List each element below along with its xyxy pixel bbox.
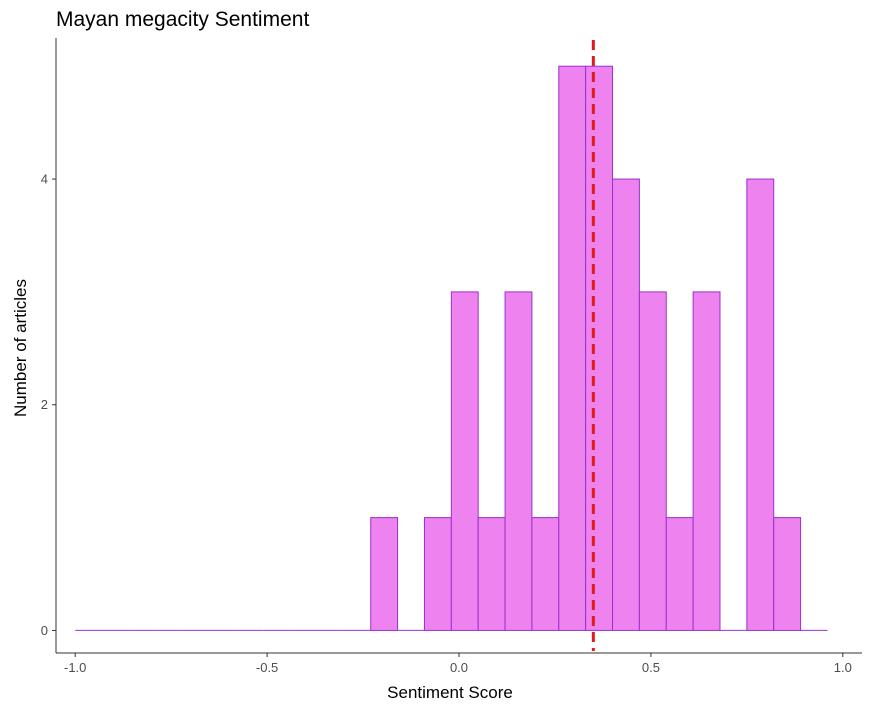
bars-layer (75, 65, 828, 631)
y-tick-label: 4 (41, 172, 48, 187)
histogram-bar (450, 291, 479, 631)
x-tick-label: 0.5 (642, 660, 660, 675)
histogram-bar (504, 291, 533, 631)
x-axis-title: Sentiment Score (387, 683, 513, 702)
chart-title: Mayan megacity Sentiment (56, 8, 309, 31)
y-ticks: 0 2 4 (41, 172, 56, 638)
x-tick-label: 0.0 (450, 660, 468, 675)
histogram-bar (746, 178, 775, 631)
x-tick-label: -0.5 (256, 660, 278, 675)
x-ticks: -1.0 -0.5 0.0 0.5 1.0 (64, 653, 852, 675)
histogram-bar (423, 517, 452, 631)
histogram-bar (665, 517, 694, 631)
y-tick-label: 0 (41, 623, 48, 638)
histogram-bar (638, 291, 667, 631)
histogram-bar (531, 517, 560, 631)
histogram-bar (477, 517, 506, 631)
x-tick-label: 1.0 (834, 660, 852, 675)
histogram-bar (773, 517, 802, 631)
y-tick-label: 2 (41, 397, 48, 412)
histogram-bar (370, 517, 399, 631)
histogram-bar (558, 65, 587, 631)
histogram-bar (612, 178, 640, 631)
histogram-bar (585, 65, 614, 631)
histogram-bar (692, 291, 721, 631)
y-axis-title: Number of articles (11, 279, 30, 417)
x-tick-label: -1.0 (64, 660, 86, 675)
